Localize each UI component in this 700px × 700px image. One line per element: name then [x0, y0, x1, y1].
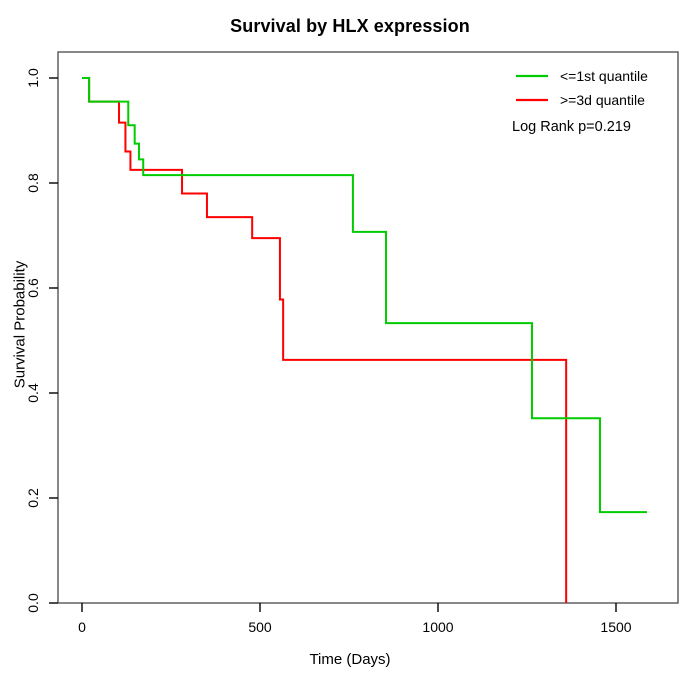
x-tick-label-1500: 1500 [600, 619, 631, 635]
y-tick-label-0.8: 0.8 [25, 173, 41, 193]
y-tick-label-0.2: 0.2 [25, 488, 41, 508]
x-tick-label-1000: 1000 [422, 619, 453, 635]
legend: <=1st quantile >=3d quantile Log Rank p=… [512, 68, 648, 135]
y-axis-tick-labels: 0.0 0.2 0.4 0.6 0.8 1.0 [25, 68, 41, 613]
x-axis-title: Time (Days) [309, 651, 391, 668]
survival-curve-low-quantile [82, 77, 647, 514]
page-title: Survival by HLX expression [230, 16, 470, 36]
y-axis-title: Survival Probability [11, 260, 29, 389]
x-tick-label-500: 500 [248, 619, 272, 635]
legend-label-high-quantile: >=3d quantile [560, 92, 645, 108]
legend-label-low-quantile: <=1st quantile [560, 68, 648, 84]
log-rank-pvalue: Log Rank p=0.219 [512, 119, 631, 135]
y-tick-label-0.6: 0.6 [25, 278, 41, 298]
x-axis-ticks [81, 603, 617, 612]
survival-curve-high-quantile [82, 77, 568, 603]
y-axis-ticks [49, 77, 58, 604]
x-axis-tick-labels: 0 500 1000 1500 [78, 619, 632, 635]
x-tick-label-0: 0 [78, 619, 86, 635]
y-tick-label-0.0: 0.0 [25, 593, 41, 613]
y-tick-label-0.4: 0.4 [25, 383, 41, 403]
y-tick-label-1.0: 1.0 [25, 68, 41, 88]
plot-frame [57, 51, 679, 604]
